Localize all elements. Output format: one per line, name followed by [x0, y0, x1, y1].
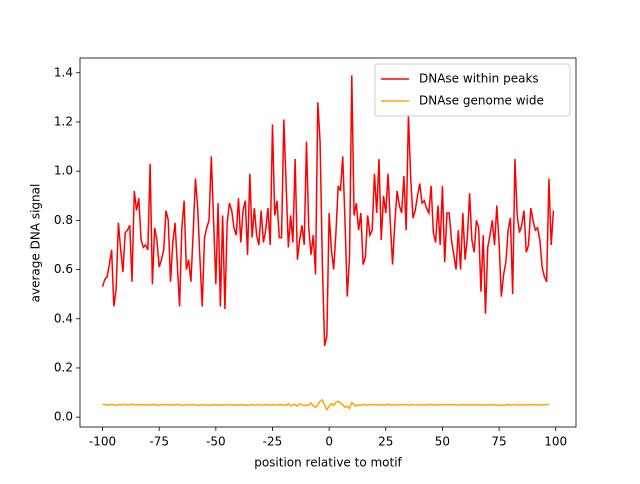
data-line: [102, 398, 550, 412]
x-tick-label: -50: [206, 435, 226, 449]
x-tick-label: 75: [491, 435, 506, 449]
x-tick-label: 0: [325, 435, 333, 449]
x-tick-label: -100: [89, 435, 116, 449]
y-axis-label: average DNA signal: [29, 184, 43, 303]
legend-label: DNAse genome wide: [419, 94, 544, 108]
legend-box: [374, 63, 571, 117]
x-tick-label: -25: [263, 435, 283, 449]
x-axis-label: position relative to motif: [254, 456, 402, 470]
y-tick-label: 1.2: [54, 114, 73, 128]
plot-frame: [79, 57, 577, 428]
y-tick-label: 0.6: [54, 262, 73, 276]
y-tick-label: 0.4: [54, 311, 73, 325]
x-tick-label: -75: [149, 435, 169, 449]
x-tick-label: 100: [544, 435, 567, 449]
y-tick-label: 1.4: [54, 65, 73, 79]
data-line: [101, 75, 555, 346]
x-tick-label: 50: [435, 435, 450, 449]
y-tick-label: 1.0: [54, 164, 73, 178]
y-tick-label: 0.0: [54, 410, 73, 424]
y-tick-label: 0.8: [54, 213, 73, 227]
y-tick-label: 0.2: [54, 360, 73, 374]
x-tick-label: 25: [378, 435, 393, 449]
legend-label: DNAse within peaks: [419, 72, 539, 86]
